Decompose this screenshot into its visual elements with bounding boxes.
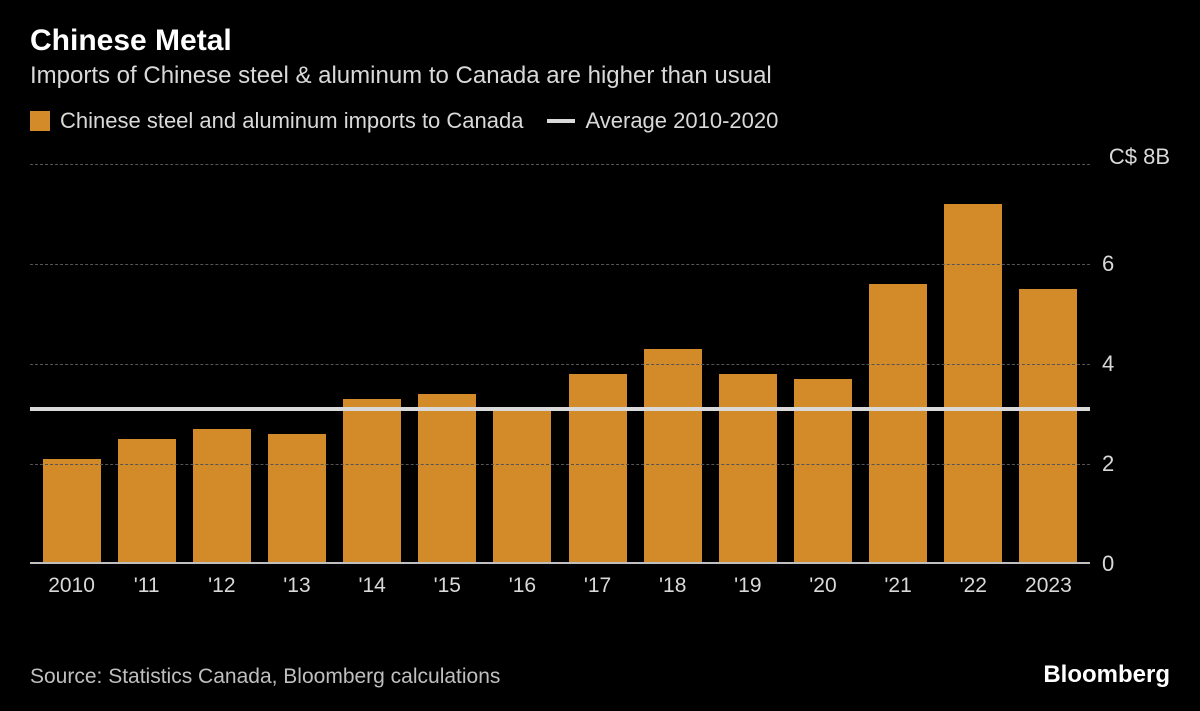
grid-line	[30, 364, 1090, 365]
line-swatch-icon	[547, 119, 575, 123]
x-axis: 2010 '11 '12 '13 '14 '15 '16 '17 '18 '19 '20 '21 '22…	[30, 574, 1090, 598]
x-tick-label: '21	[869, 574, 927, 598]
x-tick-label: '16	[493, 574, 551, 598]
bar	[418, 394, 476, 564]
bar	[193, 429, 251, 564]
y-tick-label: 0	[1102, 551, 1114, 577]
legend-series-label: Chinese steel and aluminum imports to Ca…	[60, 108, 523, 134]
x-tick-label: '20	[794, 574, 852, 598]
x-tick-label: 2010	[43, 574, 101, 598]
x-tick-label: '18	[644, 574, 702, 598]
y-tick-label: 2	[1102, 451, 1114, 477]
bar	[493, 409, 551, 564]
grid-line	[30, 464, 1090, 465]
x-tick-label: '19	[719, 574, 777, 598]
x-tick-label: '22	[944, 574, 1002, 598]
x-tick-label: '15	[418, 574, 476, 598]
legend: Chinese steel and aluminum imports to Ca…	[30, 108, 1170, 134]
x-tick-label: 2023	[1019, 574, 1077, 598]
bar	[719, 374, 777, 564]
bar	[118, 439, 176, 564]
legend-item-bars: Chinese steel and aluminum imports to Ca…	[30, 108, 523, 134]
bar	[1019, 289, 1077, 564]
y-tick-label: 4	[1102, 351, 1114, 377]
grid-line	[30, 164, 1090, 165]
bar	[869, 284, 927, 564]
bar-swatch-icon	[30, 111, 50, 131]
bar	[43, 459, 101, 564]
legend-avg-label: Average 2010-2020	[585, 108, 778, 134]
bar	[944, 204, 1002, 564]
bar	[569, 374, 627, 564]
bar	[343, 399, 401, 564]
brand-logo: Bloomberg	[1043, 661, 1170, 689]
x-tick-label: '17	[569, 574, 627, 598]
y-axis-unit: C$ 8B	[1109, 144, 1170, 170]
x-tick-label: '13	[268, 574, 326, 598]
grid-line	[30, 264, 1090, 265]
x-tick-label: '11	[118, 574, 176, 598]
zero-line	[30, 562, 1090, 564]
y-tick-label: 6	[1102, 251, 1114, 277]
bar	[268, 434, 326, 564]
x-tick-label: '14	[343, 574, 401, 598]
legend-item-avg: Average 2010-2020	[547, 108, 778, 134]
chart-area: C$ 8B 2010 '11 '12 '13 '14 '15 '16 '17 '18 '19 '20…	[30, 144, 1170, 604]
source-text: Source: Statistics Canada, Bloomberg cal…	[30, 665, 500, 689]
plot-area	[30, 164, 1090, 564]
x-tick-label: '12	[193, 574, 251, 598]
bar	[644, 349, 702, 564]
chart-title: Chinese Metal	[30, 24, 1170, 58]
footer: Source: Statistics Canada, Bloomberg cal…	[30, 661, 1170, 689]
chart-subtitle: Imports of Chinese steel & aluminum to C…	[30, 62, 1170, 90]
average-line	[30, 407, 1090, 411]
